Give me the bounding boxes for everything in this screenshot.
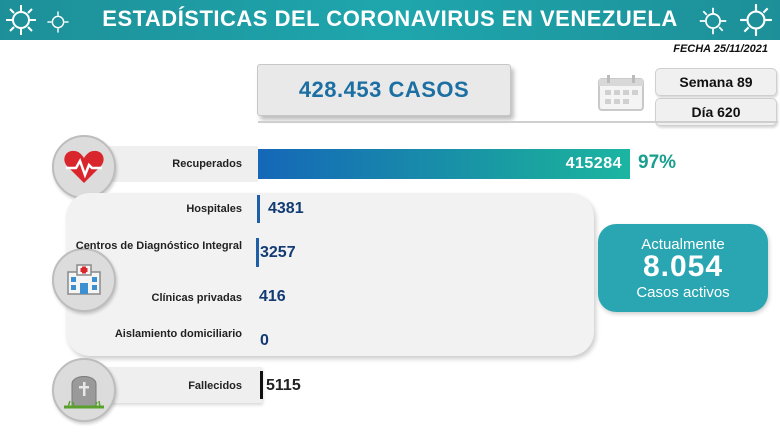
recovered-label: Recuperados xyxy=(172,158,242,170)
home-isolation-value: 0 xyxy=(260,332,269,349)
cdi-label: Centros de Diagnóstico Integral xyxy=(75,240,242,252)
private-clinics-label: Clínicas privadas xyxy=(151,292,243,304)
hospitals-label: Hospitales xyxy=(186,203,242,215)
deaths-bar xyxy=(260,371,263,399)
private-clinics-value: 416 xyxy=(259,288,286,305)
active-locations-panel xyxy=(66,193,594,356)
total-cases-box: 428.453 CASOS xyxy=(257,64,511,116)
virus-icon xyxy=(740,4,772,36)
deaths-icon-circle xyxy=(52,358,116,422)
heart-icon xyxy=(64,150,104,183)
recovered-icon-circle xyxy=(52,135,116,199)
cdi-value: 3257 xyxy=(260,244,296,261)
recovered-value: 415284 xyxy=(565,155,622,172)
home-isolation-label: Aislamiento domiciliario xyxy=(114,328,242,340)
virus-icon xyxy=(6,5,36,35)
cdi-bar xyxy=(256,238,259,267)
virus-icon xyxy=(47,11,69,33)
report-date: FECHA 25/11/2021 xyxy=(673,43,768,55)
recovered-percent: 97% xyxy=(638,152,677,173)
virus-icon xyxy=(699,7,727,35)
header-banner: ESTADÍSTICAS DEL CORONAVIRUS EN VENEZUEL… xyxy=(0,0,780,40)
active-cases-caption: Actualmente xyxy=(641,236,725,253)
hospital-icon xyxy=(67,264,101,295)
hospitals-bar xyxy=(257,195,260,223)
page-title: ESTADÍSTICAS DEL CORONAVIRUS EN VENEZUEL… xyxy=(102,6,678,31)
active-cases-subtitle: Casos activos xyxy=(636,284,730,301)
active-cases-value: 8.054 xyxy=(642,250,724,283)
deaths-value: 5115 xyxy=(266,377,301,394)
deaths-label: Fallecidos xyxy=(188,380,242,392)
divider xyxy=(258,121,778,123)
hospital-icon-circle xyxy=(52,248,116,312)
calendar-icon xyxy=(598,75,644,111)
total-cases-value: 428.453 CASOS xyxy=(298,77,470,102)
tombstone-icon xyxy=(64,376,104,409)
active-cases-box: Actualmente 8.054 Casos activos xyxy=(598,224,768,312)
week-badge: Semana 89 xyxy=(655,68,777,96)
hospitals-value: 4381 xyxy=(268,200,304,217)
recovered-bar: 415284 xyxy=(258,149,630,179)
